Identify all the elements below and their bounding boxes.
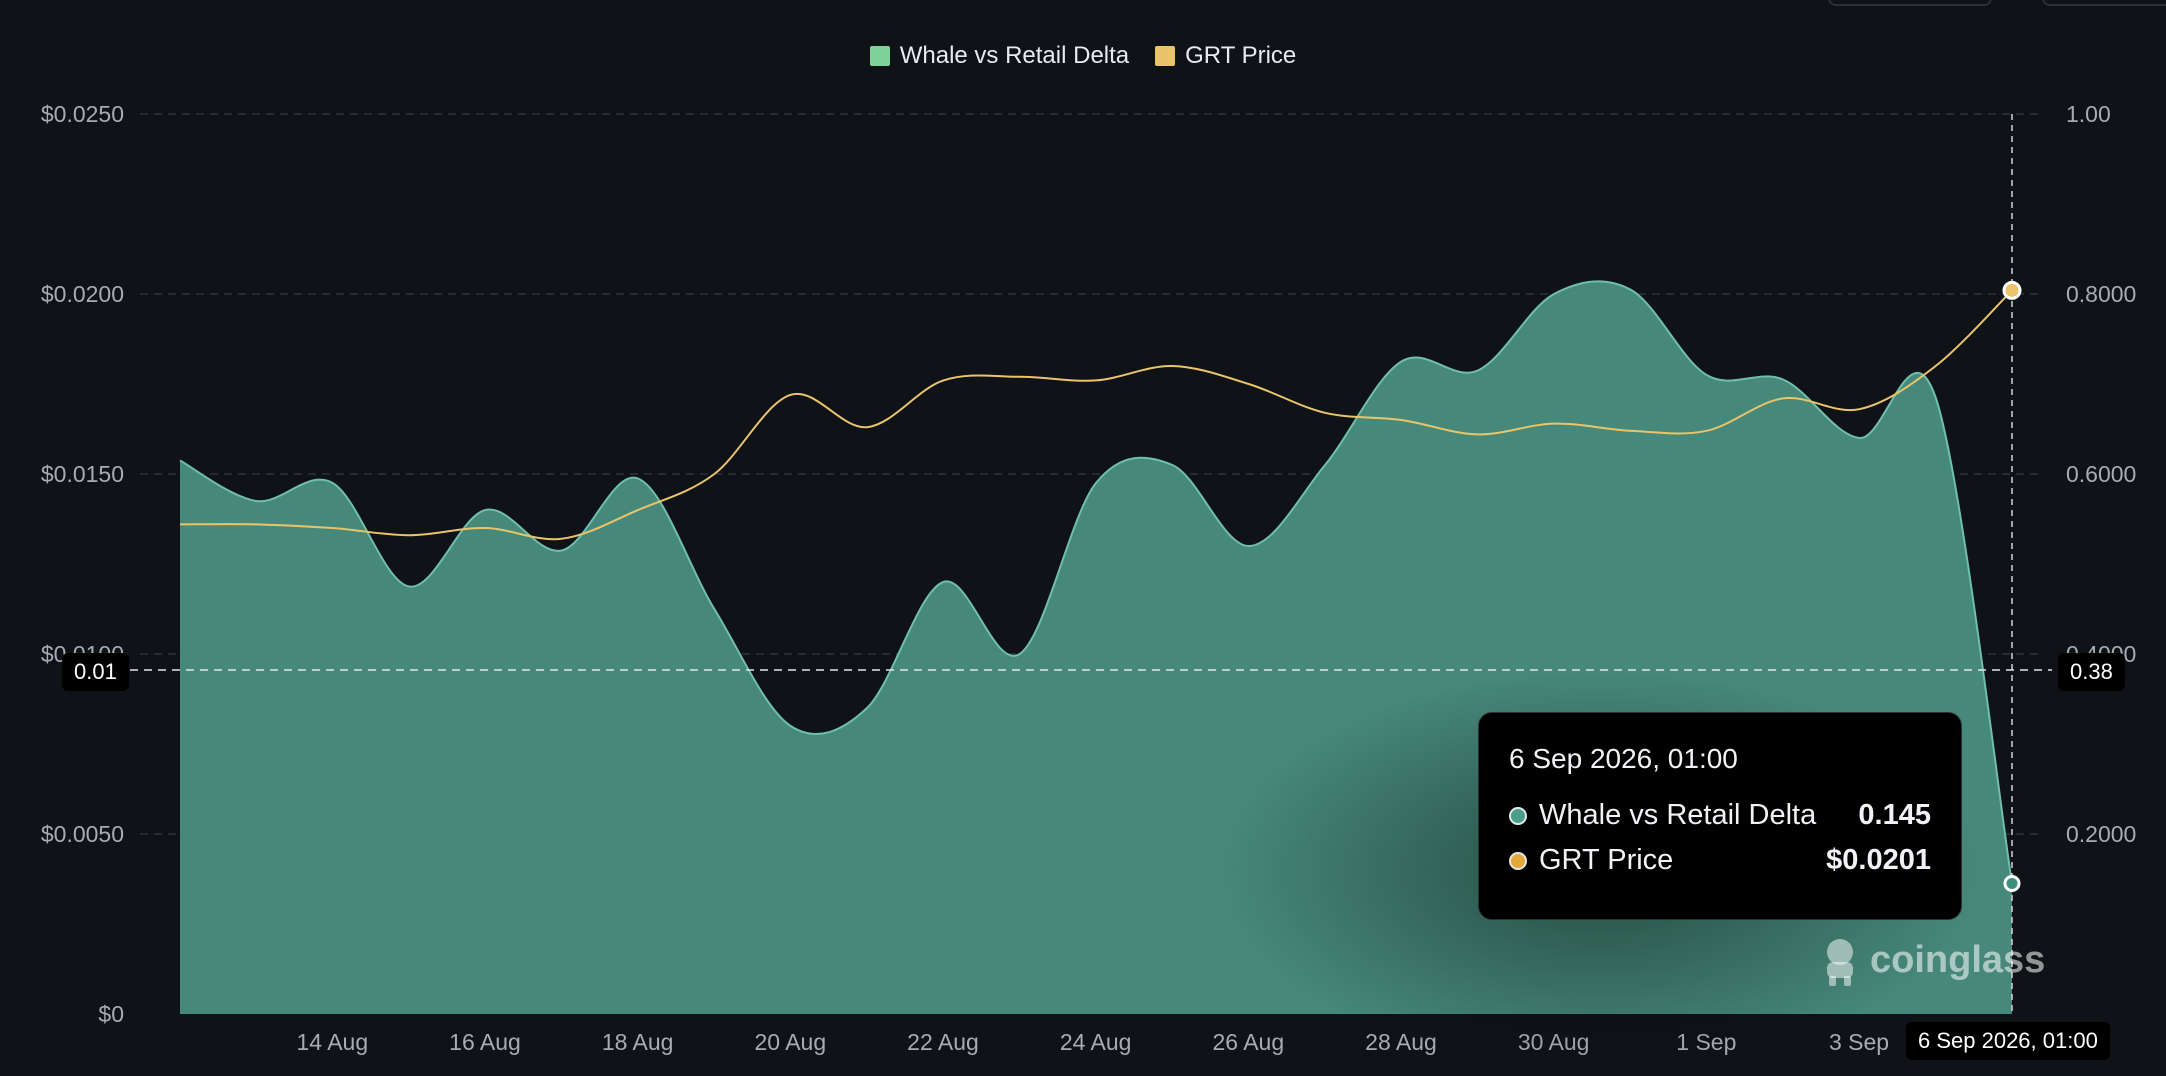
watermark-text: coinglass <box>1870 938 2046 981</box>
left-axis: $0$0.0050$0.0100$0.0150$0.0200$0.0250 <box>41 101 124 1027</box>
x-tick-label: 20 Aug <box>755 1029 827 1055</box>
tooltip-dot-grt-price <box>1509 851 1527 870</box>
grt-price-line <box>179 289 2013 541</box>
left-tick-label: $0.0150 <box>41 461 124 487</box>
left-tick-label: $0.0050 <box>41 821 124 847</box>
x-tick-label: 14 Aug <box>297 1029 369 1055</box>
legend-item-grt-price[interactable]: GRT Price <box>1155 42 1296 70</box>
left-tick-label: $0.0250 <box>41 101 124 127</box>
x-tick-label: 16 Aug <box>449 1029 521 1055</box>
tooltip-name-grt-price: GRT Price <box>1539 844 1674 876</box>
right-tick-label: 0.8000 <box>2066 281 2136 307</box>
right-tick-label: 1.00 <box>2066 101 2111 127</box>
legend-swatch-grt-price <box>1155 46 1176 66</box>
crosshair-right-label: 0.38 <box>2058 653 2125 691</box>
right-tick-label: 0.6000 <box>2066 461 2136 487</box>
x-tick-label: 24 Aug <box>1060 1029 1132 1055</box>
crosshair <box>130 114 2052 1014</box>
coinglass-logo-icon <box>1827 939 1853 986</box>
tooltip-value-whale-delta: 0.145 <box>1858 799 1931 831</box>
tooltip-dot-whale-delta <box>1509 806 1527 825</box>
x-tick-label: 3 Sep <box>1829 1029 1889 1055</box>
left-tick-label: $0.0200 <box>41 281 124 307</box>
crosshair-left-label: 0.01 <box>62 653 129 691</box>
left-tick-label: $0 <box>98 1001 124 1027</box>
toolbar-button[interactable] <box>2042 0 2166 6</box>
x-tick-label: 22 Aug <box>907 1029 979 1055</box>
crosshair-x-label: 6 Sep 2026, 01:00 <box>1906 1022 2110 1060</box>
whale-delta-marker <box>2003 875 2021 892</box>
tooltip-title: 6 Sep 2026, 01:00 <box>1509 743 1738 774</box>
markers <box>2002 280 2022 892</box>
tooltip-value-grt-price: $0.0201 <box>1826 844 1931 876</box>
tooltip-name-whale-delta: Whale vs Retail Delta <box>1539 799 1817 831</box>
legend-item-whale-delta[interactable]: Whale vs Retail Delta <box>869 42 1130 70</box>
legend: Whale vs Retail Delta GRT Price <box>0 42 2166 70</box>
coinglass-watermark: coinglass <box>1818 934 2045 986</box>
legend-label-whale-delta: Whale vs Retail Delta <box>899 42 1130 69</box>
right-tick-label: 0.2000 <box>2066 821 2136 847</box>
legend-label-grt-price: GRT Price <box>1185 42 1297 69</box>
whale-delta-line <box>179 280 2013 884</box>
x-tick-label: 18 Aug <box>602 1029 674 1055</box>
tooltip-row-whale-delta: Whale vs Retail Delta 0.145 <box>1509 799 1931 832</box>
tooltip: 6 Sep 2026, 01:00 Whale vs Retail Delta … <box>1478 712 1962 920</box>
grt-price-marker <box>2002 280 2022 300</box>
x-tick-label: 26 Aug <box>1213 1029 1285 1055</box>
tooltip-row-grt-price: GRT Price $0.0201 <box>1509 844 1931 877</box>
legend-swatch-whale-delta <box>869 46 890 66</box>
